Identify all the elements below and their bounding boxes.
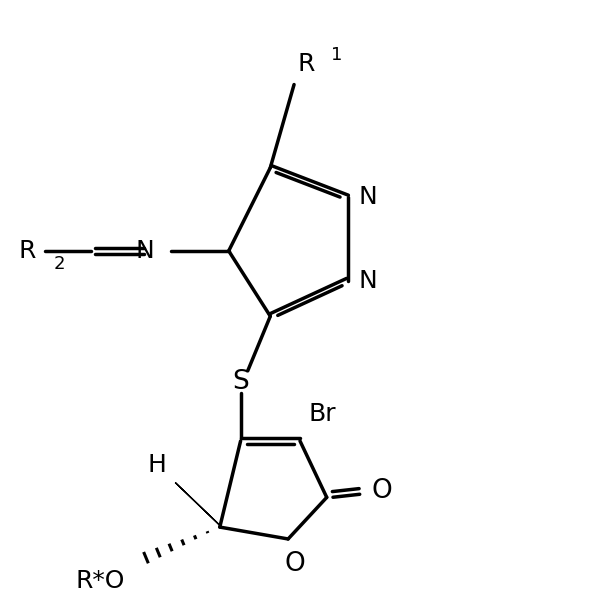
Text: R: R (18, 239, 35, 263)
Text: 2: 2 (53, 255, 65, 273)
Polygon shape (175, 482, 223, 528)
Text: N: N (136, 239, 154, 263)
Text: O: O (371, 478, 392, 505)
Text: Br: Br (309, 402, 337, 426)
Text: R*O: R*O (76, 569, 125, 593)
Text: H: H (148, 452, 166, 476)
Text: O: O (285, 551, 305, 577)
Text: S: S (232, 368, 249, 395)
Text: R: R (297, 52, 314, 76)
Text: 1: 1 (331, 46, 342, 64)
Text: N: N (358, 185, 377, 209)
Text: N: N (358, 269, 377, 293)
